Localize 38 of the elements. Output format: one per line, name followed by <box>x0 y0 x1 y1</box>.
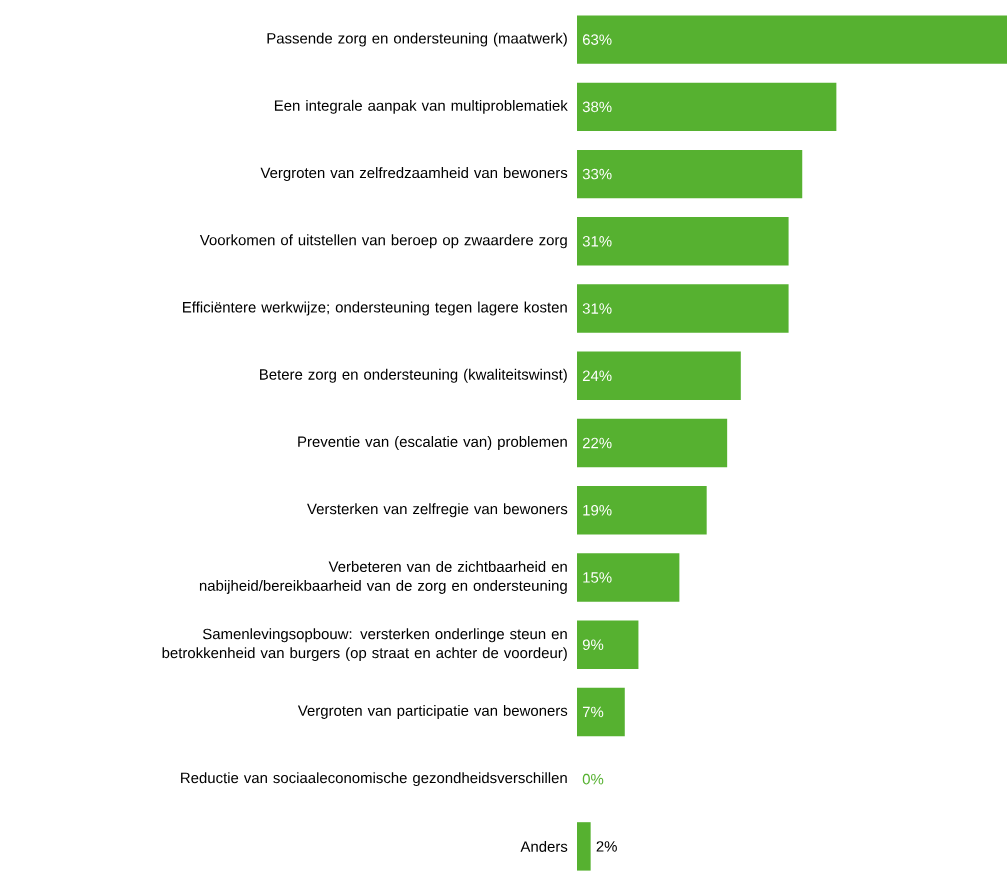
bar <box>577 418 728 468</box>
y-tick-label: Vergroten van zelfredzaamheid van bewoners <box>260 167 568 182</box>
y-tick-label: Efficiëntere werkwijze; ondersteuning tegen lagere kosten <box>183 301 567 316</box>
y-tick-label: Vergroten van participatie van bewoners <box>297 704 568 719</box>
y-tick-label: Versterken van zelfregie van bewoners <box>307 503 568 518</box>
y-tick-label: Voorkomen of uitstellen van beroep op zwaardere zorg <box>199 234 567 249</box>
data-label: 24% <box>582 370 612 382</box>
bar <box>577 284 789 333</box>
bar <box>577 687 625 737</box>
data-label: 33% <box>582 168 612 180</box>
data-label: 63% <box>582 34 612 45</box>
data-label: 2% <box>596 841 617 852</box>
y-tick-label: Een integrale aanpak van multiproblematiek <box>274 99 568 114</box>
bar <box>577 82 837 132</box>
bar <box>577 217 789 266</box>
data-label: 19% <box>583 504 612 516</box>
bar <box>577 15 1007 64</box>
y-tick-label: Preventie van (escalatie van) problemen <box>298 436 567 450</box>
y-tick-label: Samenlevingsopbouw: versterken onderlinge steun en betrokkenheid van burgers (op straat en achter de voordeur) <box>162 628 567 662</box>
y-tick-label: Anders <box>520 840 568 852</box>
bar <box>577 149 803 199</box>
data-label: 9% <box>582 639 604 650</box>
data-label: 7% <box>582 706 604 718</box>
bar <box>577 620 639 669</box>
bar <box>577 553 680 602</box>
data-label: 38% <box>582 101 612 113</box>
bar <box>577 486 707 535</box>
bar <box>577 822 591 871</box>
data-label: 22% <box>582 437 612 449</box>
data-label: 31% <box>582 236 612 247</box>
data-label: 31% <box>582 303 612 314</box>
bar <box>577 351 741 400</box>
data-label: 15% <box>583 572 612 583</box>
y-tick-label: Passende zorg en ondersteuning (maatwerk) <box>267 32 567 47</box>
y-tick-label: Reductie van sociaaleconomische gezondheidsverschillen <box>181 772 567 787</box>
data-label: 0% <box>582 773 604 785</box>
y-tick-label: Betere zorg en ondersteuning (kwaliteitswinst) <box>260 368 567 383</box>
y-tick-label: Verbeteren van de zichtbaarheid en nabijheid/bereikbaarheid van de zorg en ondersteuning <box>199 561 567 594</box>
